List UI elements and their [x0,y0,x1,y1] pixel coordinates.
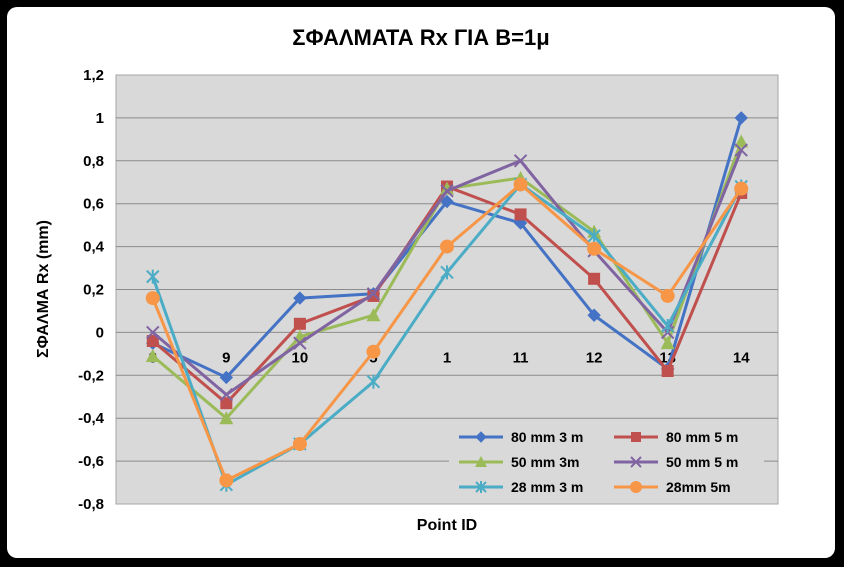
legend-entry: 80 mm 5 m [614,429,738,445]
x-tick-label: 14 [733,349,750,366]
data-point [660,318,675,333]
data-point [513,177,528,192]
y-tick-label: 0,6 [83,196,104,213]
data-point [440,239,454,254]
legend-label: 50 mm 3m [511,454,579,470]
data-point [366,287,381,301]
legend-label: 50 mm 5 m [666,454,738,470]
data-point [587,241,602,256]
data-point [440,194,454,209]
y-axis-label: ΣΦΑΛΜΑ Rx (mm) [35,220,52,358]
data-point [146,269,160,284]
data-point [587,308,601,322]
y-tick-label: -0,8 [78,496,104,513]
data-point [440,181,454,195]
data-point [734,181,749,196]
data-point [660,288,675,303]
legend-marker [630,481,642,493]
legend-marker [475,481,487,493]
x-tick-label: 12 [586,349,603,366]
data-point [588,272,601,285]
legend-marker [631,432,641,442]
legend: 80 mm 3 m 80 mm 5 m 50 mm 3m 50 mm 5 m 28 mm… [449,422,764,502]
data-point [293,317,306,330]
line-chart: ΣΦΑΛΜΑΤΑ Rx ΓΙΑ B=1μ -0,8 -0,6 -0,4 -0,2 0 0,… [35,25,779,534]
data-point [367,289,380,302]
data-point [734,143,748,157]
data-point [146,334,159,347]
legend-label: 28mm 5m [666,479,731,495]
legend-entry: 28 mm 3 m [459,479,583,495]
data-point [734,111,748,125]
legend-entry: 80 mm 3 m [459,429,583,445]
data-point [660,336,675,350]
data-point [293,336,307,350]
data-point [366,308,381,322]
y-tick-label: -0,2 [78,367,104,384]
legend-marker [630,456,642,468]
data-point [366,344,381,359]
y-tick-label: 0,2 [83,282,104,299]
x-tick-label: 9 [222,349,230,366]
legend-entry: 50 mm 5 m [614,454,738,470]
legend-label: 28 mm 3 m [511,479,583,495]
y-tick-label: 0,4 [83,239,105,256]
series-28mm-5m [145,177,749,488]
legend-label: 80 mm 3 m [511,429,583,445]
series-layer [145,111,749,492]
data-point [219,387,234,402]
y-tick-label: 1,2 [83,67,104,84]
legend-entry: 50 mm 3m [459,454,579,470]
data-point [219,370,234,385]
data-point [145,291,160,306]
data-point [292,436,307,451]
data-point [220,397,233,410]
legend-marker [475,456,487,467]
legend-entry: 28mm 5m [614,479,731,495]
chart-frame: ΣΦΑΛΜΑΤΑ Rx ΓΙΑ B=1μ -0,8 -0,6 -0,4 -0,2 0 0,… [7,7,835,558]
data-point [219,411,234,425]
y-tick-label: -0,4 [78,410,105,427]
data-point [219,473,234,488]
x-tick-label: 1 [443,349,451,366]
x-tick-label: 10 [292,349,309,366]
data-point [513,154,528,168]
data-point [366,374,381,389]
legend-label: 80 mm 5 m [666,429,738,445]
y-tick-label: -0,6 [78,453,104,470]
x-axis-label: Point ID [417,517,477,534]
data-point [661,365,674,378]
data-point [440,265,454,280]
x-tick-label: 11 [513,349,529,366]
data-point [145,348,160,362]
y-tick-label: 0 [96,324,104,341]
y-tick-label: 0,8 [83,153,104,170]
data-point [293,291,307,305]
data-point [734,134,749,148]
data-point [146,325,160,340]
y-axis-ticks: -0,8 -0,6 -0,4 -0,2 0 0,2 0,4 0,6 0,8 1 1,2 [78,67,105,513]
chart-title: ΣΦΑΛΜΑΤΑ Rx ΓΙΑ B=1μ [292,25,549,50]
data-point [440,184,454,198]
y-tick-label: 1 [96,110,104,127]
data-point [587,228,601,243]
data-point [514,208,527,221]
legend-marker [475,431,487,443]
